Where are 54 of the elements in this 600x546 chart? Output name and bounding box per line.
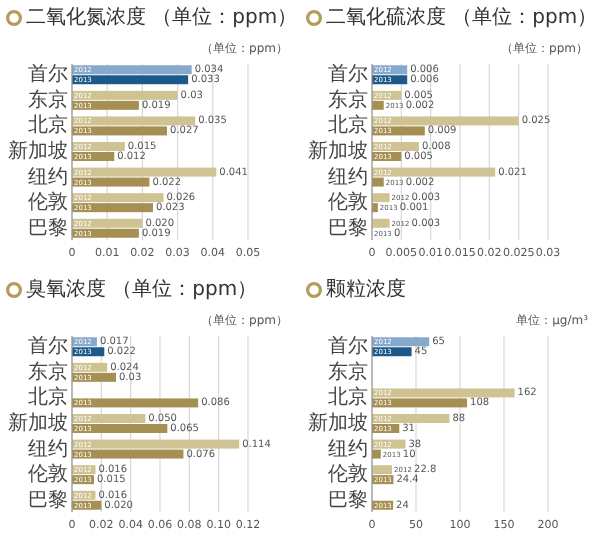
chart-title: 臭氧浓度 （单位：ppm） [26, 277, 258, 301]
bar [72, 424, 168, 433]
y-tick-label: 首尔 [28, 62, 68, 87]
y-tick-label: 首尔 [328, 334, 368, 359]
bar [372, 449, 381, 459]
y-tick-label: 东京 [28, 359, 68, 384]
bar [372, 167, 496, 177]
bar [72, 398, 199, 408]
bar [372, 116, 519, 126]
bar [72, 193, 164, 203]
bar [372, 177, 384, 187]
bar [372, 193, 390, 203]
y-tick-label: 新加坡 [8, 139, 68, 163]
bar [72, 65, 192, 75]
bar [372, 100, 384, 110]
y-tick-label: 首尔 [328, 62, 368, 87]
y-tick-label: 东京 [328, 87, 368, 112]
y-tick-label: 新加坡 [308, 411, 368, 435]
y-tick-label: 巴黎 [328, 487, 368, 512]
chart-title: 二氧化氮浓度 （单位：ppm） [26, 5, 298, 29]
y-tick-label: 伦敦 [328, 462, 368, 487]
y-tick-label: 纽约 [28, 436, 68, 461]
y-tick-label: 首尔 [28, 334, 68, 359]
y-tick-label: 东京 [328, 359, 368, 384]
y-tick-label: 北京 [328, 113, 368, 138]
y-tick-label: 新加坡 [8, 411, 68, 435]
bar [72, 439, 240, 449]
y-tick-label: 纽约 [328, 164, 368, 189]
y-tick-label: 北京 [28, 385, 68, 410]
bar [372, 388, 515, 398]
y-tick-label: 伦敦 [28, 462, 68, 487]
bar [372, 465, 393, 475]
y-tick-label: 伦敦 [28, 190, 68, 215]
bar [72, 449, 184, 459]
bar [72, 116, 196, 126]
bar [372, 218, 390, 228]
y-tick-label: 北京 [28, 113, 68, 138]
y-tick-label: 巴黎 [328, 215, 368, 240]
bar [372, 398, 468, 408]
y-tick-label: 巴黎 [28, 215, 68, 240]
bar [72, 126, 168, 136]
chart-title: 二氧化硫浓度 （单位：ppm） [326, 5, 598, 29]
y-tick-label: 东京 [28, 87, 68, 112]
bar [72, 203, 153, 213]
bar [72, 167, 217, 177]
y-tick-label: 巴黎 [28, 487, 68, 512]
chart-title: 颗粒浓度 [326, 277, 406, 301]
y-tick-label: 纽约 [28, 164, 68, 189]
bar [72, 90, 178, 100]
bar [72, 75, 189, 85]
y-tick-label: 北京 [328, 385, 368, 410]
y-tick-label: 纽约 [328, 436, 368, 461]
y-tick-label: 伦敦 [328, 190, 368, 215]
y-tick-label: 新加坡 [308, 139, 368, 163]
